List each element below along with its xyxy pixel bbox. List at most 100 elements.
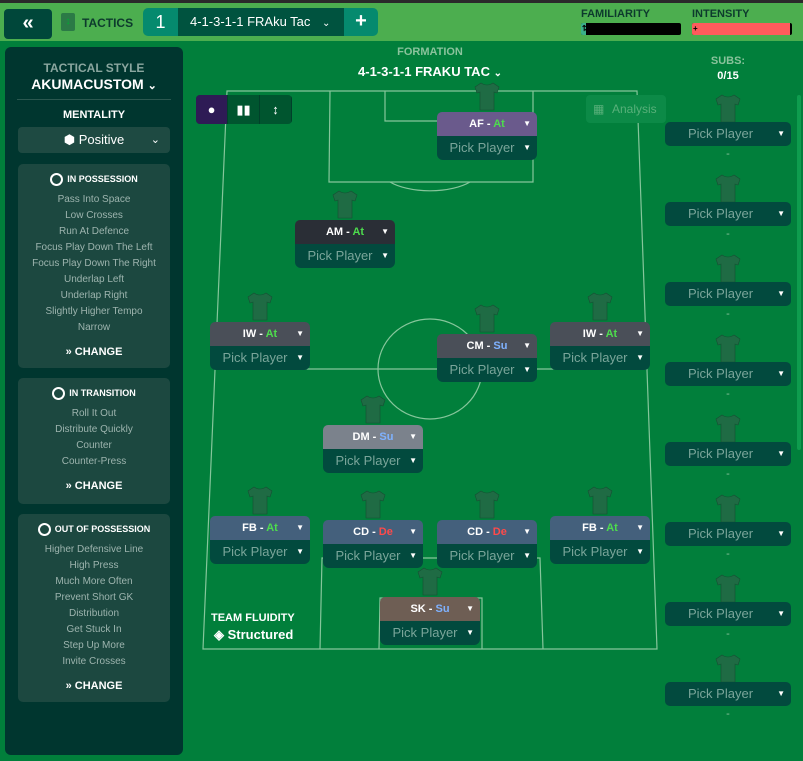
stats-view-button[interactable]: ▮▮ (228, 95, 260, 124)
team-fluidity-label: TEAM FLUIDITY (211, 612, 295, 624)
pick-player-dropdown[interactable]: Pick Player ▼ (295, 244, 395, 268)
intensity-fill (692, 23, 790, 35)
position-slot[interactable]: AM - At ▼ Pick Player ▼ (295, 220, 395, 268)
role-selector[interactable]: CD - De ▼ (323, 520, 423, 544)
tactical-style-label: TACTICAL STYLE (43, 61, 145, 75)
change-label: CHANGE (74, 346, 123, 358)
position-slot[interactable]: CM - Su ▼ Pick Player ▼ (437, 334, 537, 382)
role-duty: Su (493, 340, 508, 352)
dropdown-arrow-icon: ▼ (636, 329, 644, 338)
position-slot[interactable]: FB - At ▼ Pick Player ▼ (210, 516, 310, 564)
player-shirt-icon (357, 393, 389, 425)
familiarity-label: FAMILIARITY (581, 8, 651, 20)
role-selector[interactable]: AM - At ▼ (295, 220, 395, 244)
familiarity-meter[interactable]: ⇅ (581, 23, 681, 35)
change-label: CHANGE (74, 480, 123, 492)
scrollbar[interactable] (797, 95, 801, 450)
player-shirt-icon (414, 565, 446, 597)
pick-player-dropdown[interactable]: Pick Player ▼ (323, 449, 423, 473)
pick-player-dropdown[interactable]: Pick Player ▼ (437, 136, 537, 160)
back-button[interactable]: « (4, 9, 52, 39)
sub-pick-player-dropdown[interactable]: Pick Player ▼ (665, 122, 791, 146)
intensity-meter[interactable]: + (692, 23, 792, 35)
position-slot[interactable]: CD - De ▼ Pick Player ▼ (323, 520, 423, 568)
pick-player-label: Pick Player (449, 548, 515, 563)
role-duty: At (606, 522, 618, 534)
sub-player-info: - (726, 228, 730, 240)
player-shirt-icon (244, 290, 276, 322)
tactics-view-button[interactable]: ↕ (260, 95, 292, 124)
tactic-slot[interactable]: 1 (143, 8, 178, 36)
mentality-value: Positive (78, 132, 125, 147)
instruction-item: Counter (76, 440, 112, 451)
sub-pick-player-dropdown[interactable]: Pick Player ▼ (665, 442, 791, 466)
position-slot[interactable]: DM - Su ▼ Pick Player ▼ (323, 425, 423, 473)
role-name: AF (469, 118, 484, 130)
analysis-button[interactable]: ▦ Analysis (586, 95, 666, 123)
chevron-down-icon: ⌄ (493, 68, 502, 79)
pick-player-label: Pick Player (688, 606, 754, 621)
sub-player-info: - (726, 468, 730, 480)
position-slot[interactable]: AF - At ▼ Pick Player ▼ (437, 112, 537, 160)
dropdown-arrow-icon: ▼ (523, 119, 531, 128)
change-button[interactable]: » CHANGE (18, 680, 170, 692)
tactics-board-icon: ↕ (272, 102, 279, 117)
pick-player-label: Pick Player (449, 140, 515, 155)
pick-player-dropdown[interactable]: Pick Player ▼ (437, 358, 537, 382)
section-icon (37, 523, 51, 536)
change-button[interactable]: » CHANGE (18, 480, 170, 492)
position-slot[interactable]: SK - Su ▼ Pick Player ▼ (380, 597, 480, 645)
role-selector[interactable]: DM - Su ▼ (323, 425, 423, 449)
role-selector[interactable]: CD - De ▼ (437, 520, 537, 544)
position-slot[interactable]: IW - At ▼ Pick Player ▼ (210, 322, 310, 370)
section-title-text: OUT OF POSSESSION (54, 523, 151, 534)
role-selector[interactable]: IW - At ▼ (210, 322, 310, 346)
position-slot[interactable]: CD - De ▼ Pick Player ▼ (437, 520, 537, 568)
role-selector[interactable]: AF - At ▼ (437, 112, 537, 136)
fluidity-text: Structured (227, 627, 294, 642)
dropdown-arrow-icon: ▼ (381, 251, 389, 260)
instruction-item: Pass Into Space (57, 194, 131, 205)
pick-player-dropdown[interactable]: Pick Player ▼ (550, 346, 650, 370)
role-selector[interactable]: FB - At ▼ (210, 516, 310, 540)
position-slot[interactable]: IW - At ▼ Pick Player ▼ (550, 322, 650, 370)
sub-pick-player-dropdown[interactable]: Pick Player ▼ (665, 362, 791, 386)
pick-player-dropdown[interactable]: Pick Player ▼ (380, 621, 480, 645)
dropdown-arrow-icon: ▼ (636, 547, 644, 556)
position-slot[interactable]: FB - At ▼ Pick Player ▼ (550, 516, 650, 564)
pick-player-label: Pick Player (449, 362, 515, 377)
pick-player-dropdown[interactable]: Pick Player ▼ (550, 540, 650, 564)
tactical-style-value: AKUMACUSTOM (31, 76, 144, 92)
pick-player-label: Pick Player (335, 548, 401, 563)
sub-pick-player-dropdown[interactable]: Pick Player ▼ (665, 602, 791, 626)
role-selector[interactable]: CM - Su ▼ (437, 334, 537, 358)
intensity-label: INTENSITY (692, 8, 750, 20)
pick-player-dropdown[interactable]: Pick Player ▼ (437, 544, 537, 568)
formation-dropdown[interactable]: 4-1-3-1-1 FRAKU TAC ⌄ (330, 64, 530, 79)
sub-pick-player-dropdown[interactable]: Pick Player ▼ (665, 682, 791, 706)
pick-player-dropdown[interactable]: Pick Player ▼ (210, 346, 310, 370)
role-selector[interactable]: IW - At ▼ (550, 322, 650, 346)
instruction-item: Prevent Short GK (54, 592, 134, 603)
tactic-name-dropdown[interactable]: 4-1-3-1-1 FRAku Tac ⌄ (178, 8, 344, 36)
player-shirt-icon (244, 484, 276, 516)
sub-pick-player-dropdown[interactable]: Pick Player ▼ (665, 202, 791, 226)
role-selector[interactable]: FB - At ▼ (550, 516, 650, 540)
add-tactic-button[interactable]: + (344, 8, 378, 36)
dropdown-arrow-icon: ▼ (523, 551, 531, 560)
sub-pick-player-dropdown[interactable]: Pick Player ▼ (665, 282, 791, 306)
pick-player-dropdown[interactable]: Pick Player ▼ (323, 544, 423, 568)
view-toggle[interactable]: ● ▮▮ ↕ (196, 95, 292, 124)
change-button[interactable]: » CHANGE (18, 346, 170, 358)
role-duty: At (493, 118, 505, 130)
mentality-dropdown[interactable]: ⬢ Positive ⌄ (18, 127, 170, 153)
player-view-button[interactable]: ● (196, 95, 228, 124)
tactical-style-dropdown[interactable]: AKUMACUSTOM ⌄ (5, 76, 183, 92)
pick-player-dropdown[interactable]: Pick Player ▼ (210, 540, 310, 564)
tactic-selector[interactable]: 1 4-1-3-1-1 FRAku Tac ⌄ + (143, 8, 378, 36)
role-selector[interactable]: SK - Su ▼ (380, 597, 480, 621)
instruction-item: Focus Play Down The Right (32, 258, 156, 269)
player-shirt-icon (584, 290, 616, 322)
familiarity-icon: ⇅ (582, 24, 589, 33)
sub-pick-player-dropdown[interactable]: Pick Player ▼ (665, 522, 791, 546)
